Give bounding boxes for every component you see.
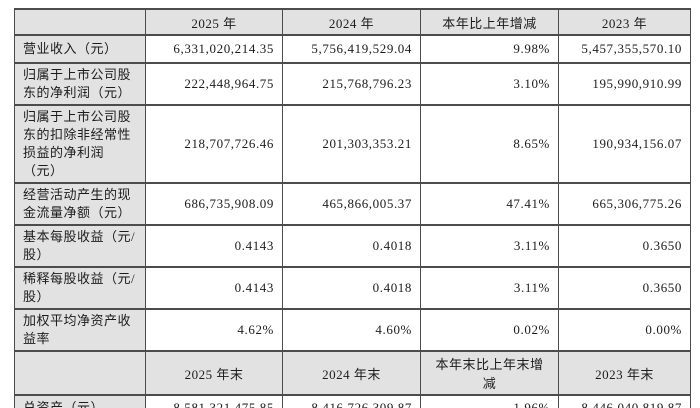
table-row-net-profit-excl-nonrecurring: 归属于上市公司股东的扣除非经常性损益的净利润（元） 218,707,726.46… — [14, 104, 691, 184]
col-header-2024-end: 2024 年末 — [282, 350, 421, 396]
cell-value: 8.65% — [420, 104, 559, 184]
cell-value: 8,416,726,309.87 — [282, 394, 421, 408]
cell-value: 1.96% — [420, 394, 559, 408]
col-header-yoy-change: 本年比上年增减 — [420, 8, 559, 36]
corner-cell — [14, 8, 146, 36]
cell-value: 465,866,005.37 — [282, 182, 421, 226]
header-row-year-end: 2025 年末 2024 年末 本年末比上年末增减 2023 年末 — [14, 350, 691, 396]
row-label: 营业收入（元） — [14, 34, 146, 64]
row-label: 基本每股收益（元/股） — [14, 224, 146, 268]
cell-value: 8,446,040,819.87 — [558, 394, 691, 408]
col-header-2023-end: 2023 年末 — [558, 350, 691, 396]
corner-cell — [14, 350, 146, 396]
row-label: 稀释每股收益（元/股） — [14, 266, 146, 310]
cell-value: 9.98% — [420, 34, 559, 64]
table-row-basic-eps: 基本每股收益（元/股） 0.4143 0.4018 3.11% 0.3650 — [14, 224, 691, 268]
col-header-2025-end: 2025 年末 — [145, 350, 283, 396]
table-row-operating-cash-flow: 经营活动产生的现金流量净额（元） 686,735,908.09 465,866,… — [14, 182, 691, 226]
cell-value: 4.62% — [145, 308, 283, 352]
cell-value: 190,934,156.07 — [558, 104, 691, 184]
cell-value: 0.3650 — [558, 224, 691, 268]
cell-value: 218,707,726.46 — [145, 104, 283, 184]
financial-summary-table: 2025 年 2024 年 本年比上年增减 2023 年 营业收入（元） 6,3… — [14, 8, 691, 408]
cell-value: 222,448,964.75 — [145, 62, 283, 106]
row-label: 总资产（元） — [14, 394, 146, 408]
cell-value: 8,581,321,475.85 — [145, 394, 283, 408]
table-row-revenue: 营业收入（元） 6,331,020,214.35 5,756,419,529.0… — [14, 34, 691, 64]
cell-value: 0.4143 — [145, 224, 283, 268]
cell-value: 0.4143 — [145, 266, 283, 310]
cell-value: 0.4018 — [282, 266, 421, 310]
header-row-annual: 2025 年 2024 年 本年比上年增减 2023 年 — [14, 8, 691, 36]
col-header-2024: 2024 年 — [282, 8, 421, 36]
col-header-2023: 2023 年 — [558, 8, 691, 36]
table-row-total-assets: 总资产（元） 8,581,321,475.85 8,416,726,309.87… — [14, 394, 691, 408]
cell-value: 0.00% — [558, 308, 691, 352]
cell-value: 6,331,020,214.35 — [145, 34, 283, 64]
cell-value: 3.11% — [420, 266, 559, 310]
cell-value: 215,768,796.23 — [282, 62, 421, 106]
row-label: 经营活动产生的现金流量净额（元） — [14, 182, 146, 226]
cell-value: 4.60% — [282, 308, 421, 352]
table-row-diluted-eps: 稀释每股收益（元/股） 0.4143 0.4018 3.11% 0.3650 — [14, 266, 691, 310]
col-header-2025: 2025 年 — [145, 8, 283, 36]
row-label: 加权平均净资产收益率 — [14, 308, 146, 352]
cell-value: 3.11% — [420, 224, 559, 268]
cell-value: 3.10% — [420, 62, 559, 106]
cell-value: 686,735,908.09 — [145, 182, 283, 226]
cell-value: 195,990,910.99 — [558, 62, 691, 106]
cell-value: 47.41% — [420, 182, 559, 226]
cell-value: 5,756,419,529.04 — [282, 34, 421, 64]
col-header-yoy-end-change: 本年末比上年末增减 — [420, 350, 559, 396]
row-label: 归属于上市公司股东的净利润（元） — [14, 62, 146, 106]
table-row-weighted-avg-roe: 加权平均净资产收益率 4.62% 4.60% 0.02% 0.00% — [14, 308, 691, 352]
cell-value: 0.3650 — [558, 266, 691, 310]
row-label: 归属于上市公司股东的扣除非经常性损益的净利润（元） — [14, 104, 146, 184]
cell-value: 5,457,355,570.10 — [558, 34, 691, 64]
cell-value: 665,306,775.26 — [558, 182, 691, 226]
table-row-net-profit: 归属于上市公司股东的净利润（元） 222,448,964.75 215,768,… — [14, 62, 691, 106]
cell-value: 0.4018 — [282, 224, 421, 268]
cell-value: 0.02% — [420, 308, 559, 352]
cell-value: 201,303,353.21 — [282, 104, 421, 184]
